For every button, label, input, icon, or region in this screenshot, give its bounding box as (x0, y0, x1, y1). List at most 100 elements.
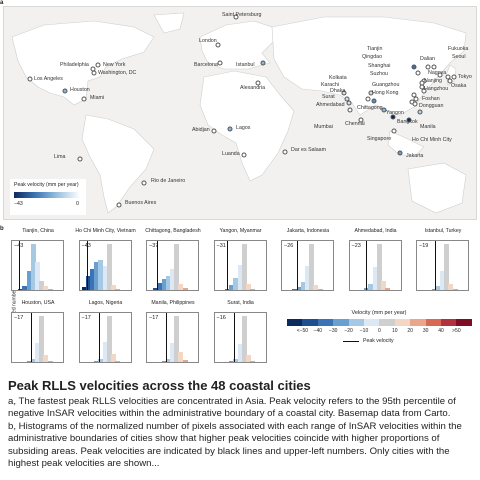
peak-velocity-key-line (343, 341, 359, 342)
city-label: Nagoya (428, 70, 446, 76)
city-label: Suzhou (370, 71, 388, 77)
histogram-bar (448, 284, 454, 290)
city-label: Abidjan (192, 127, 210, 133)
city-label: Houston (70, 87, 90, 93)
city-marker (406, 117, 412, 123)
city-label: Qingdao (362, 54, 383, 60)
histogram-bar (250, 361, 256, 362)
city-marker (233, 14, 239, 20)
histogram-bar (106, 243, 112, 290)
velocity-legend-tick: −30 (328, 328, 338, 334)
velocity-legend-tick: <−50 (296, 328, 309, 334)
histogram-bar (435, 286, 441, 290)
histogram-bar (165, 359, 171, 362)
histogram-bar (233, 277, 239, 290)
histogram-bar (241, 243, 247, 290)
histogram: −19 (416, 240, 469, 291)
histogram-bar (440, 270, 445, 290)
histogram-bar (372, 266, 378, 290)
velocity-legend-swatch (379, 319, 395, 326)
histogram-bar (229, 361, 235, 362)
city-marker (282, 149, 288, 155)
histogram-bar (300, 282, 306, 290)
city-marker (211, 128, 217, 134)
histogram-bar (182, 288, 188, 290)
velocity-legend-tick: −40 (313, 328, 323, 334)
peak-velocity-line (297, 241, 298, 290)
city-marker (241, 152, 247, 158)
city-marker (437, 72, 443, 78)
velocity-legend: Velocity (mm per year) <−50 −40 −30 −20 −10 0… (281, 310, 477, 360)
city-label: Hong Kong (372, 90, 399, 96)
map-legend: Peak velocity (mm per year) −43 0 (10, 179, 86, 215)
city-label: Karachi (321, 82, 339, 88)
histogram-bar (102, 341, 108, 362)
city-label: Lagos (236, 125, 251, 131)
greenland-shape (153, 12, 185, 34)
city-label: Dhaka (330, 88, 346, 94)
histogram-title: Istanbul, Turkey (424, 228, 462, 234)
city-label: Istanbul (236, 62, 255, 68)
velocity-legend-swatch (348, 319, 364, 326)
caption-paragraph-b: b, Histograms of the normalized number o… (8, 420, 462, 470)
city-marker (346, 100, 352, 106)
peak-velocity-line (19, 241, 21, 290)
histogram-bar (89, 268, 95, 290)
histogram-bar (174, 243, 180, 290)
histogram-bar (115, 361, 121, 362)
city-label: Manila (420, 124, 436, 130)
city-marker (227, 126, 233, 132)
velocity-legend-swatch (317, 319, 334, 326)
peak-velocity-value: −43 (14, 243, 24, 249)
velocity-legend-tick: 40 (438, 328, 444, 334)
peak-velocity-value: −26 (284, 243, 294, 249)
velocity-legend-tick: >50 (452, 328, 461, 334)
histogram-bar (161, 279, 167, 290)
city-label: Singapore (367, 136, 392, 142)
map-legend-colorbar (14, 192, 80, 198)
histogram-bar (39, 315, 45, 362)
histogram-title: Jakarta, Indonesia (286, 228, 330, 234)
histogram-bar (233, 359, 239, 362)
city-label: Dongguan (419, 103, 444, 109)
city-marker (390, 114, 396, 120)
city-marker (421, 88, 427, 94)
city-label: Dalian (420, 56, 436, 62)
city-label: Surat (322, 94, 335, 100)
city-label: Seoul (452, 54, 466, 60)
peak-velocity-line (234, 313, 236, 362)
histogram: −23 (348, 240, 402, 291)
city-marker (431, 64, 437, 70)
histogram-bar (81, 287, 87, 290)
city-marker (397, 150, 403, 156)
city-marker (27, 76, 33, 82)
peak-velocity-line (157, 241, 158, 290)
velocity-legend-swatch (441, 319, 457, 326)
city-marker (411, 64, 417, 70)
histogram-bar (241, 315, 247, 362)
histogram-bar (431, 289, 437, 290)
map-legend-min: −43 (14, 201, 23, 207)
city-marker (413, 96, 419, 102)
histogram-bar (245, 355, 251, 362)
peak-velocity-value: −19 (419, 243, 429, 249)
city-label: Yangon (386, 110, 404, 116)
histogram-bar (153, 288, 159, 290)
city-label: Tokyo (458, 74, 472, 80)
world-map: Saint Petersburg London Barcelona Istanbul A… (3, 6, 477, 220)
city-marker (417, 109, 423, 115)
city-label: Tianjin (367, 46, 383, 52)
histogram-title: Surat, India (227, 300, 254, 306)
histogram-title: Tianjin, China (22, 228, 54, 234)
city-marker (255, 80, 261, 86)
histogram-bar (292, 289, 298, 290)
city-marker (77, 156, 83, 162)
histogram-bar (385, 288, 391, 290)
city-label: Nanjing (424, 78, 442, 84)
histogram-bar (444, 243, 450, 290)
city-marker (95, 62, 101, 68)
panel-a-label: a (0, 0, 4, 6)
histogram-bar (39, 281, 45, 290)
city-marker (260, 60, 266, 66)
city-label: Ho Chi Minh City (412, 137, 452, 143)
